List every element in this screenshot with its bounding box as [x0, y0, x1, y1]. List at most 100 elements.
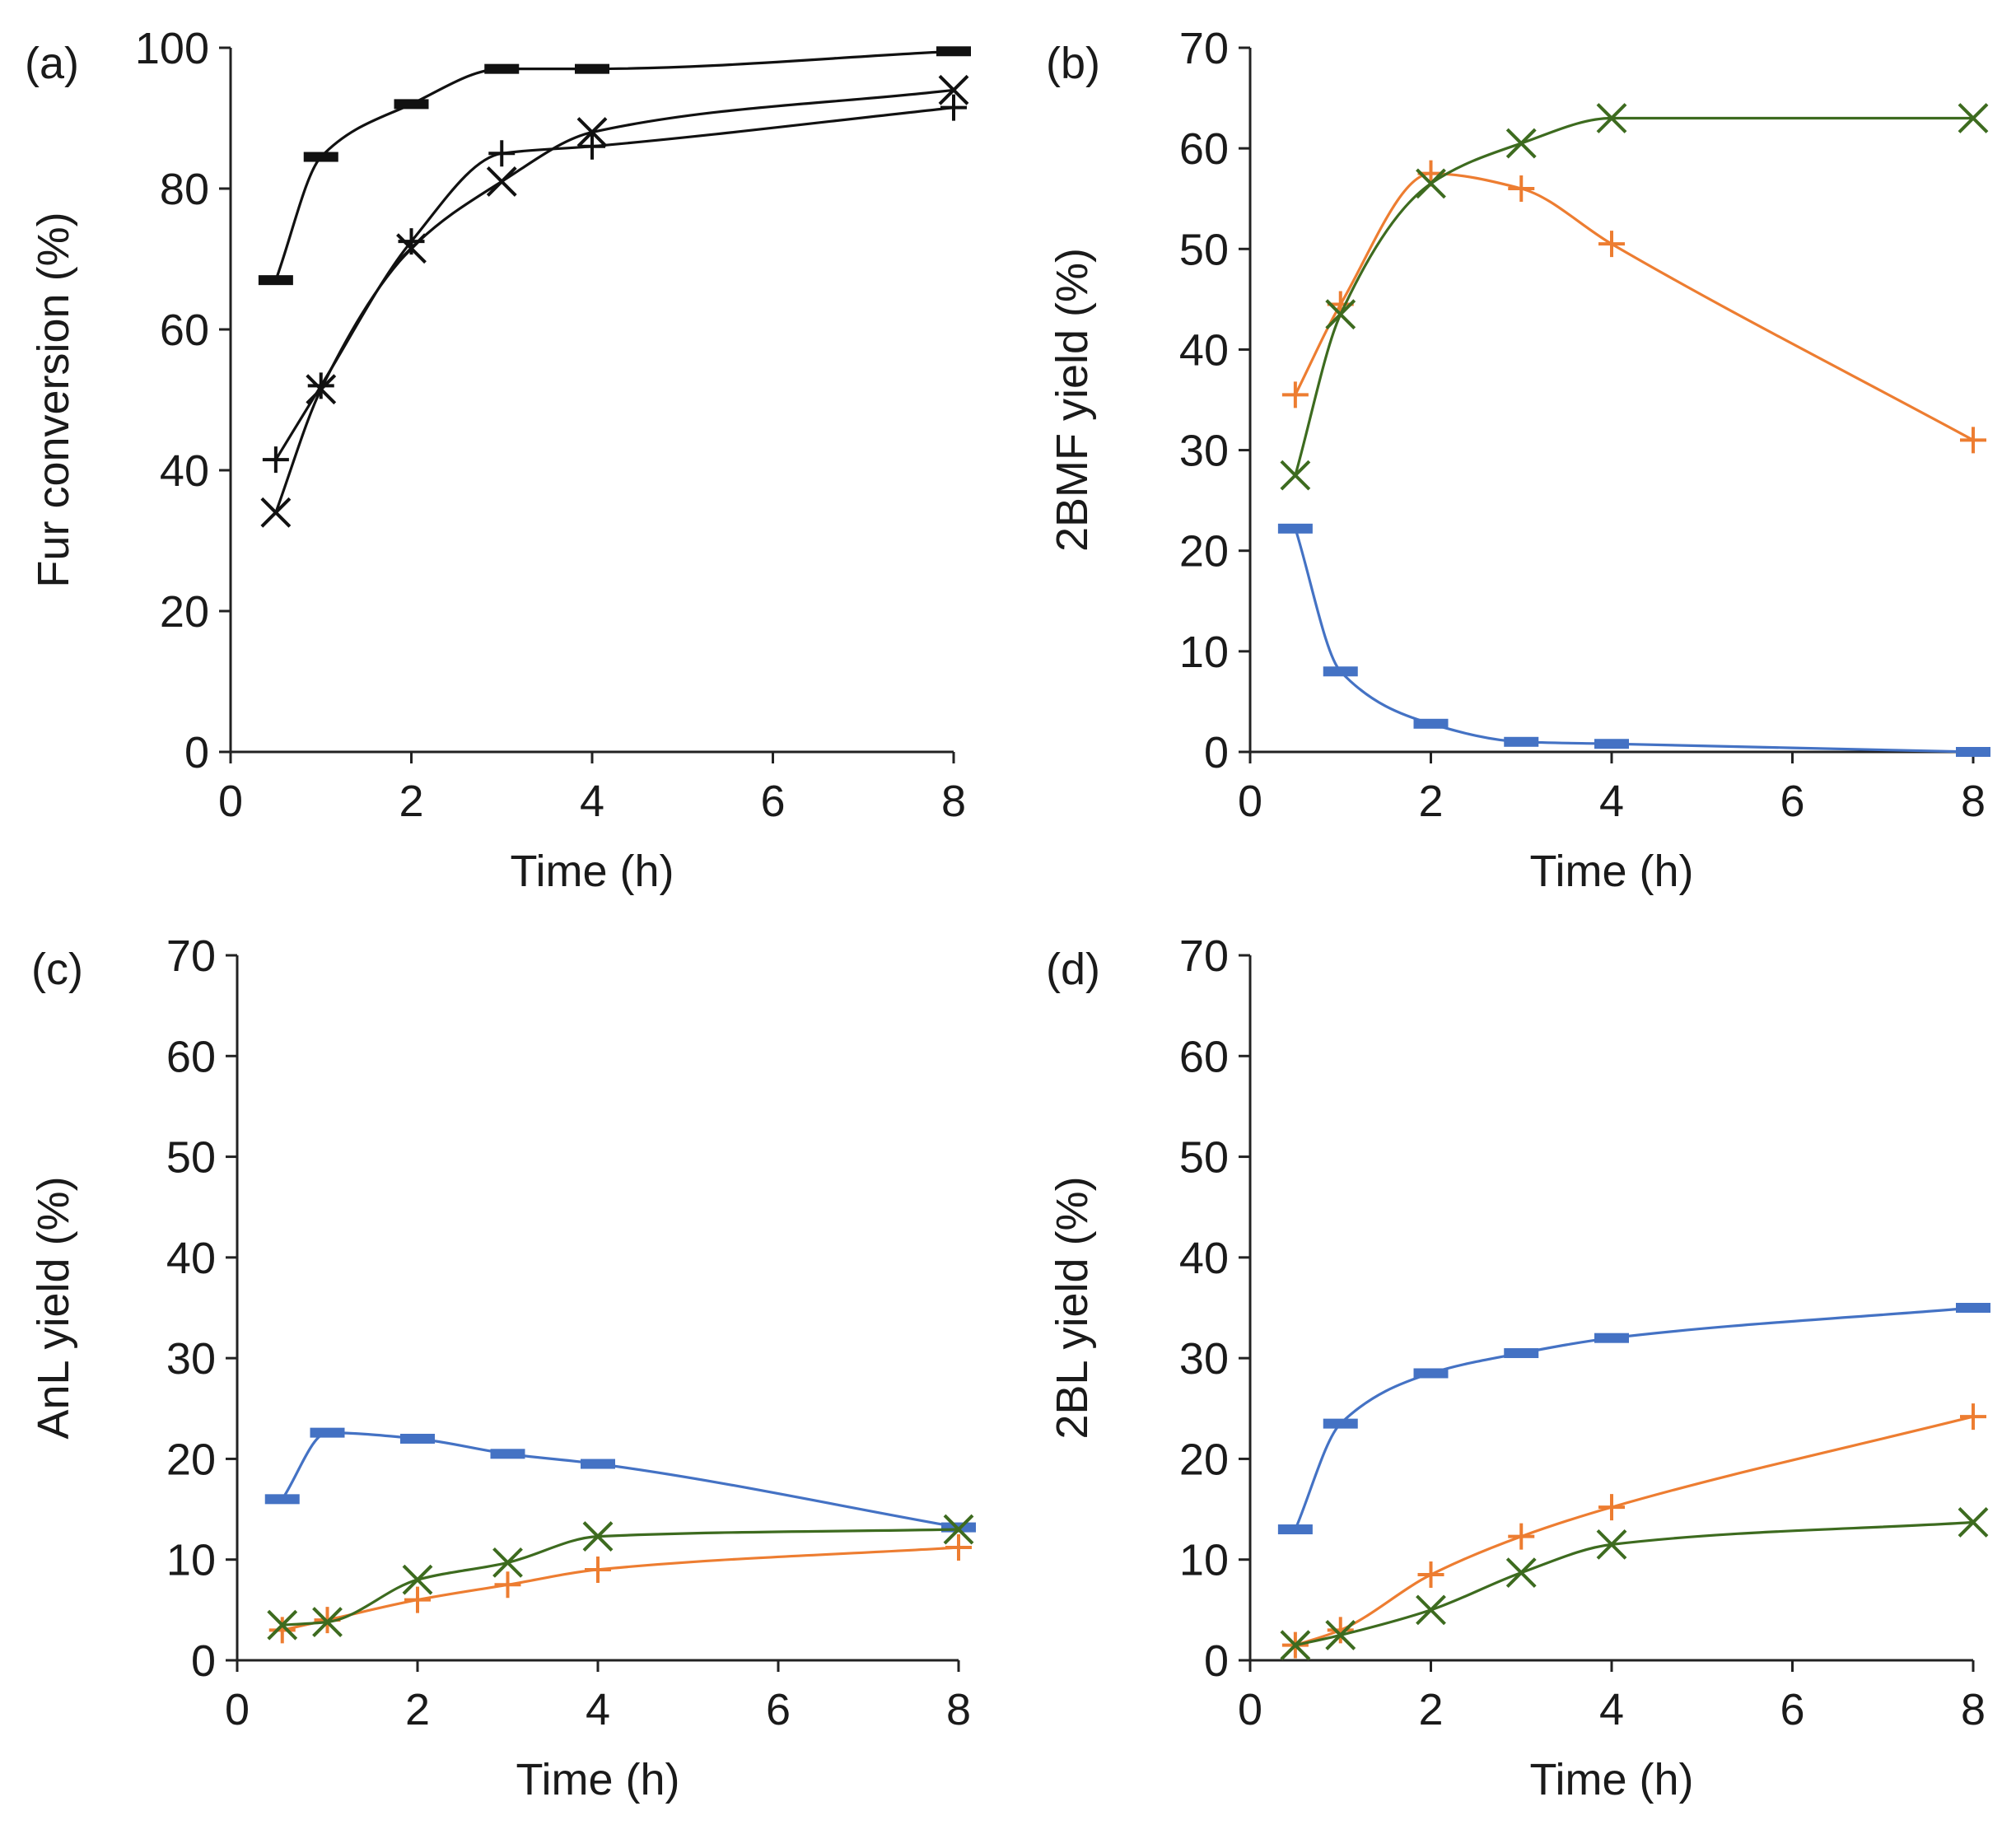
y-axis-title: Fur conversion (%) [29, 212, 78, 587]
panel-label: (b) [1046, 39, 1100, 88]
y-tick-label: 10 [1179, 628, 1229, 677]
panel-c: 0 10 20 30 40 50 60 70 0 2 4 6 8 Time (h) AnL yield (%… [29, 931, 976, 1804]
data-point-cross-marker [1280, 460, 1311, 491]
y-tick-label: 0 [184, 728, 209, 777]
series-line-cross [274, 88, 954, 513]
data-point-cross-marker [1958, 1507, 1989, 1538]
y-tick-label: 60 [1179, 124, 1229, 174]
data-point-dash-marker [1594, 1333, 1629, 1343]
x-tick-label: 2 [1418, 777, 1443, 826]
data-point-dash-marker [1413, 1368, 1449, 1379]
data-point-plus-marker [404, 1586, 431, 1613]
data-point-cross-marker [306, 374, 337, 405]
x-tick-label: 6 [1780, 1685, 1804, 1734]
series-line-cross [1295, 1520, 1974, 1647]
data-point-plus-marker [1598, 1494, 1625, 1521]
data-point-plus-marker [945, 1534, 972, 1561]
data-point-plus-marker [494, 1571, 521, 1599]
y-tick-label: 60 [160, 306, 209, 355]
data-point-cross-marker [492, 1547, 523, 1578]
data-point-dash-marker [1504, 736, 1539, 747]
data-point-cross-marker [938, 74, 969, 105]
data-point-dash-marker [484, 63, 520, 74]
series-line-cross [1294, 116, 1973, 476]
x-tick-label: 0 [1238, 1685, 1262, 1734]
data-point-cross-marker [1416, 1594, 1446, 1626]
data-point-dash-marker [303, 152, 338, 162]
y-tick-label: 0 [1204, 728, 1229, 777]
x-tick-label: 8 [1961, 1685, 1986, 1734]
x-tick-label: 4 [1599, 777, 1624, 826]
y-tick-label: 20 [1179, 1435, 1229, 1484]
data-point-dash-marker [1594, 739, 1629, 749]
data-point-cross-marker [402, 1564, 433, 1595]
y-tick-label: 20 [1179, 527, 1229, 576]
data-point-cross-marker [486, 166, 517, 197]
data-point-plus-marker [1598, 231, 1625, 258]
data-point-plus-marker [1327, 1617, 1354, 1644]
data-point-cross-marker [1596, 103, 1627, 133]
y-tick-label: 70 [1179, 931, 1229, 981]
panel-label: (c) [31, 945, 83, 994]
y-tick-label: 30 [1179, 427, 1229, 476]
y-tick-label: 50 [1179, 1133, 1229, 1183]
y-tick-label: 50 [166, 1133, 216, 1183]
series-line-cross [282, 1528, 959, 1627]
data-point-cross-marker [1596, 1529, 1627, 1560]
data-point-cross-marker [576, 117, 608, 148]
series-line-dash [1294, 1306, 1974, 1530]
y-tick-label: 30 [1179, 1334, 1229, 1384]
data-point-dash-marker [310, 1427, 345, 1438]
series-line-plus [274, 106, 954, 461]
y-tick-label: 40 [1179, 325, 1229, 375]
y-tick-label: 60 [166, 1032, 216, 1081]
y-tick-label: 80 [160, 165, 209, 214]
data-point-dash-marker [1277, 523, 1313, 534]
data-point-plus-marker [1960, 427, 1986, 454]
data-point-dash-marker [1504, 1348, 1539, 1359]
data-point-dash-marker [400, 1433, 435, 1444]
data-point-dash-marker [490, 1449, 525, 1459]
data-point-plus-marker [488, 140, 516, 167]
data-point-cross-marker [1325, 299, 1356, 330]
y-tick-label: 0 [1204, 1636, 1229, 1686]
x-tick-label: 4 [1599, 1685, 1624, 1734]
data-point-plus-marker [262, 446, 289, 474]
data-point-cross-marker [1505, 128, 1537, 159]
y-tick-label: 10 [1179, 1536, 1229, 1585]
data-point-plus-marker [940, 94, 967, 121]
panel-d: 0 10 20 30 40 50 60 70 0 2 4 6 8 Time (h) 2BL yield (%… [1046, 931, 1990, 1804]
y-tick-label: 10 [166, 1536, 216, 1585]
data-point-cross-marker [1280, 1630, 1311, 1661]
x-tick-label: 0 [225, 1685, 250, 1734]
x-axis-title: Time (h) [516, 1755, 680, 1804]
data-point-dash-marker [394, 99, 429, 110]
y-tick-label: 20 [166, 1435, 216, 1484]
data-point-plus-marker [585, 1556, 611, 1583]
data-point-cross-marker [1505, 1557, 1537, 1589]
y-axis-title: AnL yield (%) [29, 1176, 78, 1439]
panel-label: (a) [25, 39, 79, 88]
data-point-plus-marker [1508, 1523, 1535, 1550]
data-point-dash-marker [258, 275, 293, 286]
x-axis-title: Time (h) [1530, 847, 1694, 896]
data-point-cross-marker [267, 1609, 298, 1641]
data-point-dash-marker [581, 1459, 615, 1469]
x-tick-label: 2 [1418, 1685, 1443, 1734]
data-point-cross-marker [582, 1521, 614, 1552]
data-point-cross-marker [312, 1607, 343, 1637]
y-tick-label: 60 [1179, 1032, 1229, 1081]
y-tick-label: 40 [160, 446, 209, 496]
panel-label: (d) [1046, 945, 1100, 994]
series-line-dash [274, 49, 954, 281]
series-line-plus [282, 1546, 959, 1631]
data-point-dash-marker [1323, 666, 1358, 677]
y-tick-label: 0 [191, 1636, 216, 1686]
y-tick-label: 70 [1179, 24, 1229, 73]
series-line-plus [1295, 1415, 1974, 1647]
data-point-plus-marker [1281, 381, 1309, 408]
y-tick-label: 100 [135, 24, 209, 73]
y-axis-title: 2BMF yield (%) [1048, 248, 1097, 552]
panel-b: 0 10 20 30 40 50 60 70 0 2 4 6 8 Time (h) 2BMF yield (… [1046, 24, 1990, 896]
